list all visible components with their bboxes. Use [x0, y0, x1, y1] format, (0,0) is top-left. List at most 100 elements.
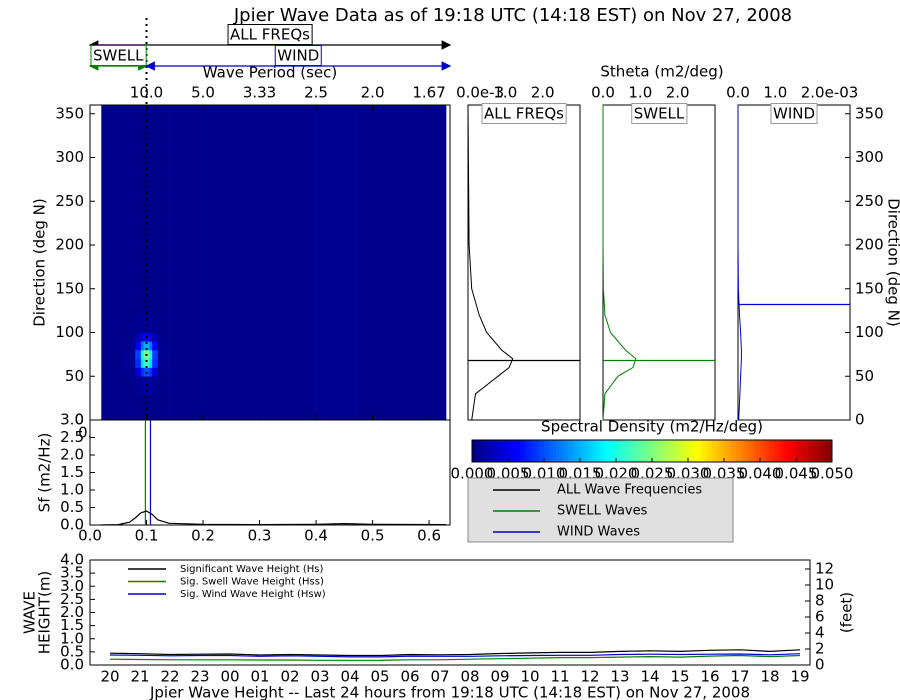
legend-label: Significant Wave Height (Hs): [180, 564, 323, 575]
x-tick-label: 03: [310, 668, 329, 686]
y-tick-label: 250: [55, 192, 84, 210]
heatmap-cell: [123, 315, 136, 333]
y-axis-label: Direction (deg N): [885, 198, 900, 327]
heatmap-cell: [316, 157, 356, 246]
colorbar-segment: [649, 440, 653, 462]
x-tick-label: 2.0: [531, 84, 555, 102]
heatmap-cell: [123, 157, 136, 246]
heatmap-cell: [355, 393, 447, 421]
heatmap-cell: [152, 376, 159, 395]
heatmap-cell: [140, 358, 144, 368]
heatmap-cell: [157, 376, 170, 395]
colorbar-segment: [739, 440, 743, 462]
colorbar-segment: [793, 440, 797, 462]
heatmap-cell: [316, 105, 356, 158]
heatmap-cell: [152, 367, 159, 377]
heatmap-cell: [101, 332, 125, 342]
colorbar-segment: [520, 440, 524, 462]
x2-tick-label: 2.0: [361, 84, 385, 102]
colorbar-segment: [655, 440, 659, 462]
heatmap-cell: [101, 350, 125, 360]
heatmap-cell: [123, 393, 136, 421]
colorbar-segment: [760, 440, 764, 462]
colorbar-segment: [496, 440, 500, 462]
heatmap-cell: [143, 367, 147, 377]
colorbar-segment: [730, 440, 734, 462]
x-tick-label: 12: [580, 668, 599, 686]
heatmap-cell: [169, 350, 204, 360]
heatmap-cell: [135, 367, 142, 377]
heatmap-cell: [101, 288, 125, 316]
heatmap-cell: [316, 341, 356, 351]
y-tick-label: 0.5: [60, 498, 84, 516]
colorbar-segment: [721, 440, 725, 462]
colorbar-segment: [826, 440, 830, 462]
x2-tick-label: 1.67: [412, 84, 445, 102]
x-tick-label: 05: [370, 668, 389, 686]
heatmap-cell: [149, 350, 153, 360]
x-tick-label: 01: [250, 668, 269, 686]
colorbar-segment: [676, 440, 680, 462]
colorbar-segment: [724, 440, 728, 462]
x-tick-label: 0.2: [191, 527, 215, 545]
heatmap-cell: [143, 358, 147, 368]
colorbar-segment: [484, 440, 488, 462]
legend-label: WIND Waves: [557, 525, 640, 540]
colorbar-segment: [589, 440, 593, 462]
heatmap-cell: [157, 157, 170, 246]
y-tick-label: 0: [74, 411, 84, 429]
colorbar-segment: [658, 440, 662, 462]
heatmap-cell: [135, 315, 142, 333]
colorbar-segment: [607, 440, 611, 462]
colorbar-segment: [568, 440, 572, 462]
colorbar-segment: [745, 440, 749, 462]
x-offset-label: e-3: [480, 84, 504, 102]
colorbar-segment: [691, 440, 695, 462]
heatmap-cell: [140, 245, 144, 290]
x-tick-label: 06: [400, 668, 419, 686]
y-tick-label: 1.5: [60, 463, 84, 481]
y2-tick-label: 2: [815, 639, 825, 657]
label-box: [274, 45, 322, 66]
heatmap-cell: [149, 105, 153, 158]
x-tick-label: 17: [730, 668, 749, 686]
colorbar-segment: [802, 440, 806, 462]
heatmap-cell: [140, 376, 144, 395]
heatmap-cell: [149, 332, 153, 342]
heatmap-cell: [135, 332, 142, 342]
panel-title: ALL FREQs: [484, 105, 564, 123]
y-tick-label: 4.0: [60, 551, 84, 569]
colorbar-segment: [703, 440, 707, 462]
heatmap-cell: [355, 157, 447, 246]
colorbar-segment: [754, 440, 758, 462]
colorbar-tick-label: 0.040: [739, 465, 782, 483]
colorbar-segment: [517, 440, 521, 462]
heatmap-cell: [135, 245, 142, 290]
colorbar-segment: [526, 440, 530, 462]
y-tick-label: 1.0: [60, 629, 84, 647]
heatmap-cell: [101, 367, 125, 377]
colorbar-segment: [571, 440, 575, 462]
colorbar-segment: [742, 440, 746, 462]
colorbar-segment: [556, 440, 560, 462]
heatmap-cell: [316, 288, 356, 316]
heatmap-cell: [152, 315, 159, 333]
heatmap-cell: [101, 393, 125, 421]
heatmap-cell: [169, 288, 204, 316]
heatmap-cell: [135, 350, 142, 360]
colorbar-segment: [625, 440, 629, 462]
heatmap-cell: [135, 393, 142, 421]
y2-tick-label: 10: [815, 575, 834, 593]
colorbar-segment: [790, 440, 794, 462]
plot-frame: [89, 559, 811, 666]
heatmap-cell: [140, 288, 144, 316]
y-tick-label: 200: [55, 236, 84, 254]
x-tick-label: 0.0: [591, 84, 615, 102]
colorbar-segment: [535, 440, 539, 462]
heatmap-cell: [316, 358, 356, 368]
x-tick-label: 22: [160, 668, 179, 686]
colorbar-segment: [592, 440, 596, 462]
heatmap-cell: [203, 367, 317, 377]
heatmap-cell: [157, 341, 170, 351]
x-tick-label: 0.0: [78, 527, 102, 545]
